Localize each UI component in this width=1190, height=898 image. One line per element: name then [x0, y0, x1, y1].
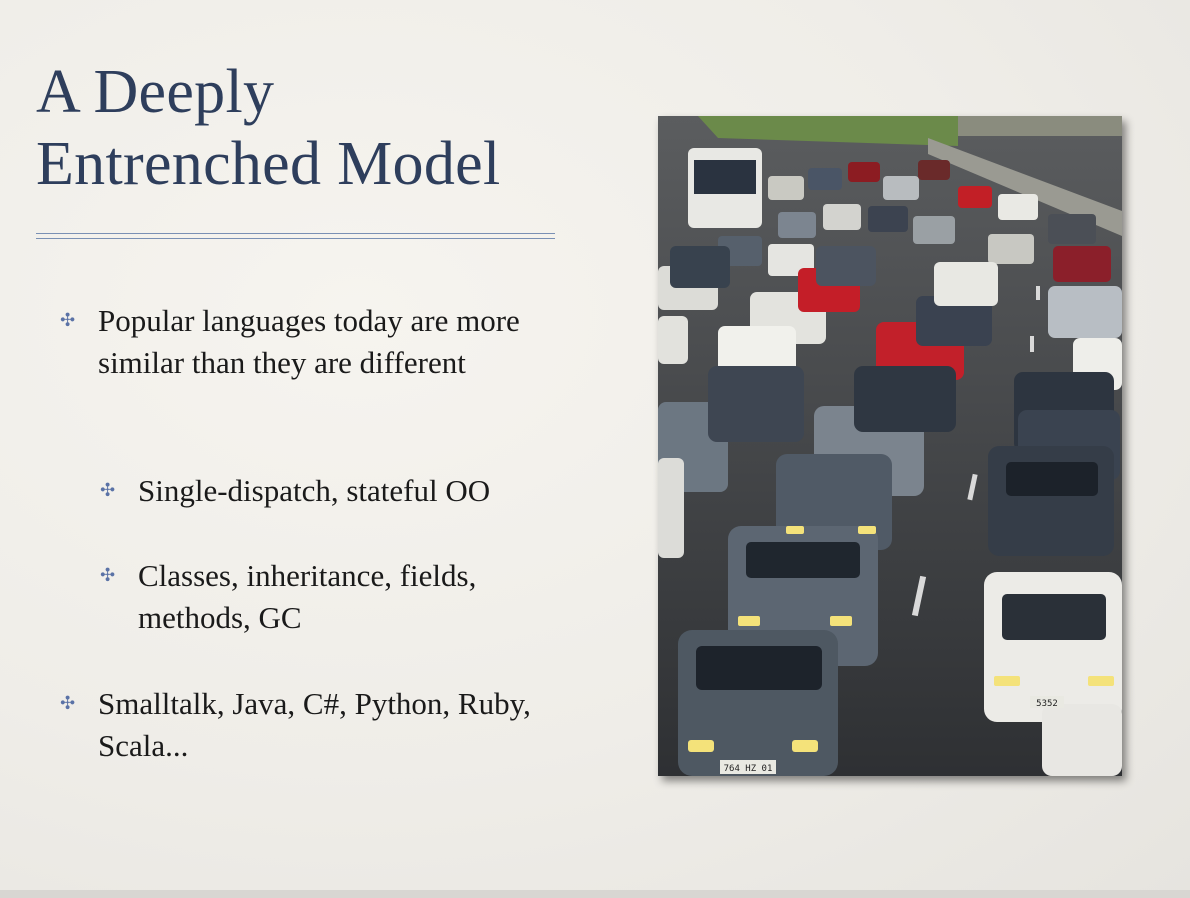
bullet-text: Smalltalk, Java, C#, Python, Ruby, Scala… [98, 686, 531, 763]
title-divider [36, 233, 555, 239]
bullet-text: Popular languages today are more similar… [98, 303, 520, 380]
bottom-band [0, 890, 1190, 898]
bullet-text: Classes, inheritance, fields, methods, G… [138, 558, 477, 635]
traffic-jam-photo: 764 HZ 01 5352 [658, 116, 1122, 776]
plate-left: 764 HZ 01 [724, 764, 773, 774]
bullet-icon: ✣ [60, 310, 76, 331]
bullet-text: Single-dispatch, stateful OO [138, 473, 491, 508]
bullet-item: ✣ Single-dispatch, stateful OO [100, 470, 600, 512]
plate-right: 5352 [1036, 699, 1058, 709]
bullet-item: ✣ Smalltalk, Java, C#, Python, Ruby, Sca… [60, 683, 560, 767]
bullet-icon: ✣ [60, 693, 76, 714]
bullet-icon: ✣ [100, 480, 116, 501]
bullet-item: ✣ Popular languages today are more simil… [60, 300, 560, 384]
bullet-item: ✣ Classes, inheritance, fields, methods,… [100, 555, 580, 639]
title-line-1: A Deeply [36, 58, 275, 126]
traffic-jam-illustration: 764 HZ 01 5352 [658, 116, 1122, 776]
bullet-icon: ✣ [100, 565, 116, 586]
slide-title: A Deeply Entrenched Model [36, 56, 596, 200]
title-line-2: Entrenched Model [36, 130, 501, 198]
